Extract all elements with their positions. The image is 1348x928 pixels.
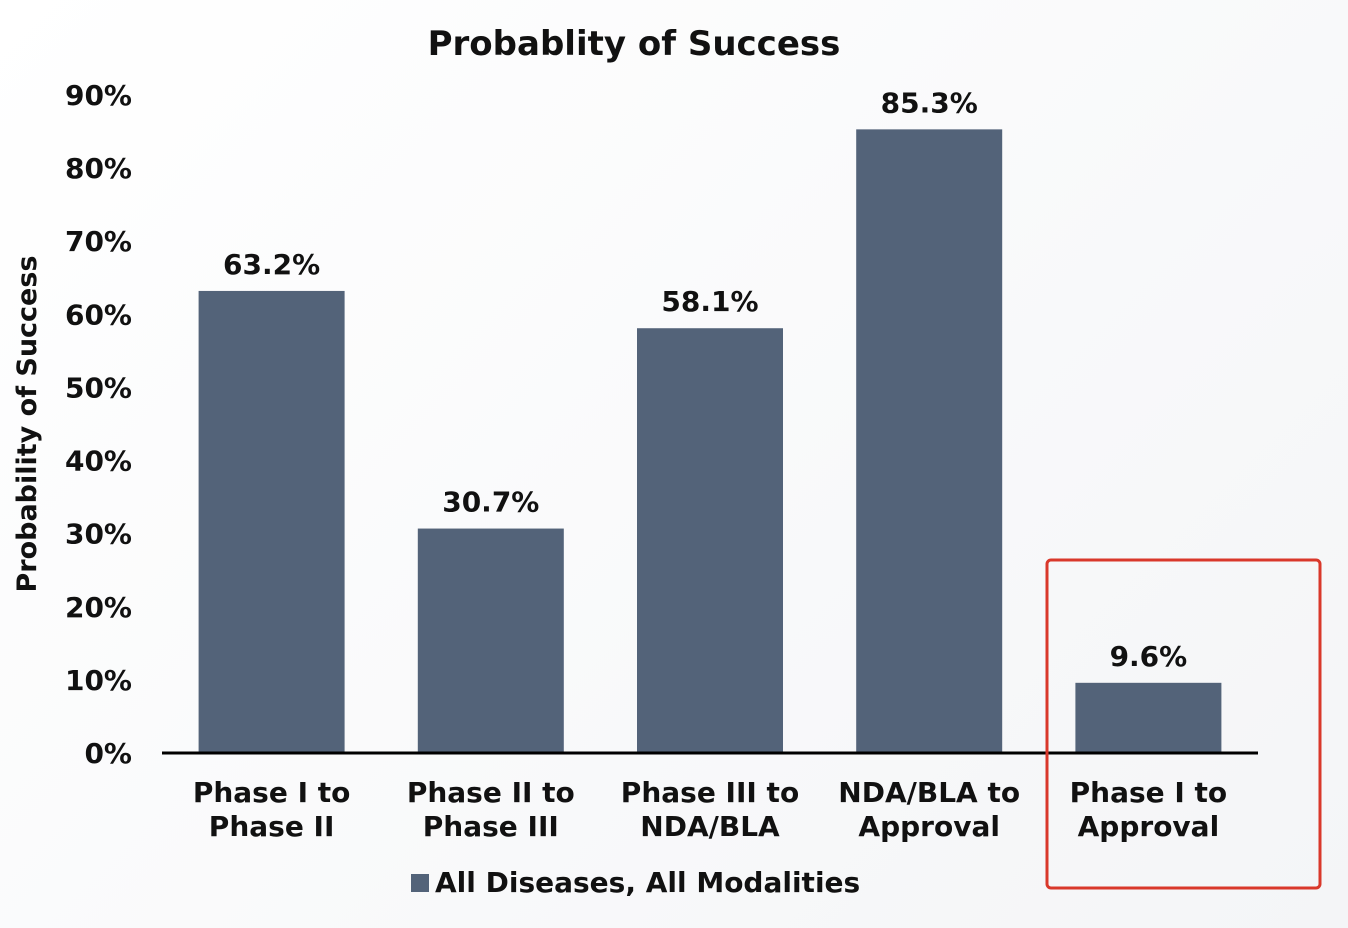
bar (417, 528, 564, 753)
bar-value-label: 9.6% (1110, 640, 1188, 673)
x-tick-label: Phase II to Phase III (407, 776, 575, 843)
bar (1075, 682, 1222, 753)
x-tick-label: NDA/BLA to Approval (838, 776, 1020, 843)
y-axis-label: Probability of Success (12, 255, 43, 592)
bar-value-labels: 63.2% 30.7% 58.1% 85.3% 9.6% (223, 86, 1187, 672)
x-tick-label: Phase III to NDA/BLA (621, 776, 799, 843)
y-tick-label: 80% (65, 152, 132, 185)
y-axis-ticks: 0% 10% 20% 30% 40% 50% 60% 70% 80% 90% (65, 79, 132, 770)
y-tick-label: 50% (65, 371, 132, 404)
y-tick-label: 20% (65, 591, 132, 624)
bar (637, 328, 783, 753)
bar-value-label: 63.2% (223, 248, 320, 281)
bar-value-label: 58.1% (661, 285, 758, 318)
y-tick-label: 30% (65, 518, 132, 551)
legend: All Diseases, All Modalities (411, 866, 860, 899)
x-tick-label: Phase I to Approval (1070, 776, 1228, 843)
x-axis-ticks: Phase I to Phase II Phase II to Phase III Ph… (193, 776, 1227, 843)
bar-value-label: 85.3% (881, 86, 978, 119)
bar-value-label: 30.7% (442, 486, 539, 519)
y-tick-label: 60% (65, 298, 132, 331)
chart-title: Probablity of Success (428, 24, 841, 64)
x-tick-label: Phase I to Phase II (193, 776, 351, 843)
legend-label: All Diseases, All Modalities (435, 866, 860, 899)
legend-swatch (411, 874, 429, 892)
y-tick-label: 40% (65, 445, 132, 478)
bar (198, 290, 345, 753)
bar (856, 129, 1003, 753)
y-tick-label: 70% (65, 225, 132, 258)
bars (198, 129, 1222, 753)
y-tick-label: 10% (65, 664, 132, 697)
highlight-box (1045, 558, 1322, 890)
y-tick-label: 90% (65, 79, 132, 112)
y-tick-label: 0% (84, 737, 132, 770)
